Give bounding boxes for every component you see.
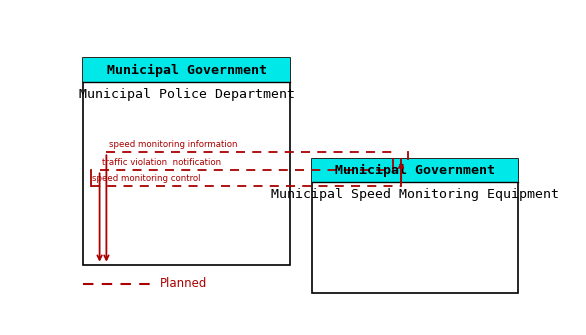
Text: Municipal Government: Municipal Government — [335, 164, 495, 177]
Bar — [312, 159, 519, 182]
Text: speed monitoring control: speed monitoring control — [93, 174, 201, 183]
Text: Municipal Government: Municipal Government — [107, 64, 267, 77]
Bar — [83, 58, 290, 82]
Text: speed monitoring information: speed monitoring information — [108, 140, 237, 149]
Bar — [83, 58, 290, 265]
Text: Municipal Police Department: Municipal Police Department — [79, 88, 295, 102]
Text: traffic violation  notification: traffic violation notification — [102, 158, 221, 168]
Text: Planned: Planned — [159, 277, 207, 290]
Text: Municipal Speed Monitoring Equipment: Municipal Speed Monitoring Equipment — [271, 188, 559, 201]
Bar — [312, 159, 519, 293]
